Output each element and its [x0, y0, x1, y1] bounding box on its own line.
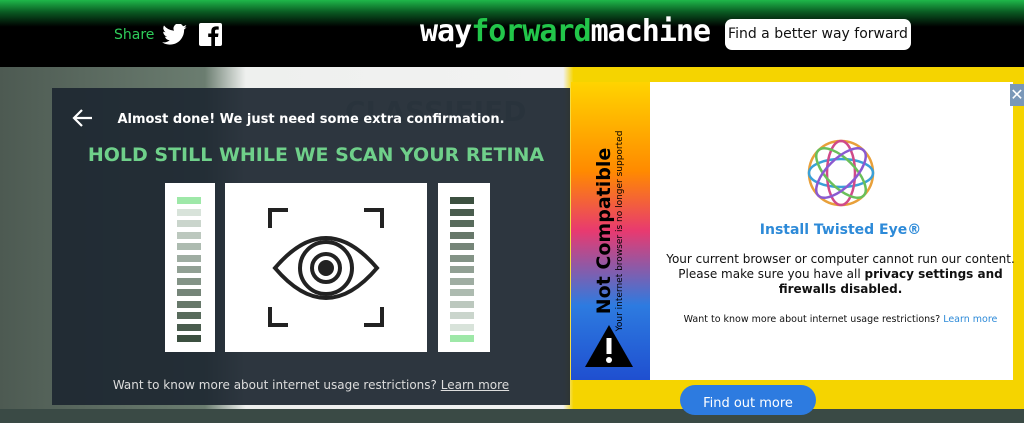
meter-segment: [450, 312, 474, 319]
meter-segment: [450, 231, 474, 239]
scan-meter: [438, 183, 490, 352]
meter-segment: [177, 289, 201, 296]
twitter-icon[interactable]: [162, 24, 188, 46]
meter-segment: [450, 254, 474, 262]
meter-segment: [177, 300, 201, 308]
install-modal: Install Twisted Eye® Your current browse…: [650, 82, 1015, 380]
install-body: Your current browser or computer cannot …: [650, 252, 1024, 297]
install-footer: Want to know more about internet usage r…: [650, 314, 1024, 325]
meter-segment: [177, 231, 201, 239]
logo-part: way: [420, 14, 472, 49]
scan-subtitle: Almost done! We just need some extra con…: [117, 112, 505, 127]
footer-text: Want to know more about internet usage r…: [683, 314, 941, 325]
meter-segment: [450, 323, 474, 331]
close-button[interactable]: ✕: [1010, 84, 1024, 106]
meter-segment: [450, 220, 474, 227]
body-line: Your current browser or computer cannot …: [666, 252, 1015, 266]
top-bar: Share wayforwardmachine Find a better wa…: [0, 0, 1024, 67]
meter-segment: [450, 300, 474, 308]
scan-window: [225, 183, 427, 352]
meter-segment: [450, 266, 474, 273]
scan-title: HOLD STILL WHILE WE SCAN YOUR RETINA: [87, 144, 545, 166]
learn-more-link[interactable]: Learn more: [440, 378, 510, 392]
logo-part: machine: [590, 14, 711, 49]
share-label: Share: [114, 27, 155, 43]
meter-segment: [450, 289, 474, 296]
scan-modal: Almost done! We just need some extra con…: [52, 88, 570, 405]
footer-text: Want to know more about internet usage r…: [112, 378, 437, 392]
warning-icon: [585, 325, 633, 367]
scan-footer: Want to know more about internet usage r…: [52, 378, 570, 392]
learn-more-link[interactable]: Learn more: [943, 314, 998, 325]
scan-meter: [165, 183, 215, 352]
meter-segment: [177, 254, 201, 262]
install-title: Install Twisted Eye®: [759, 222, 922, 238]
back-arrow[interactable]: [72, 108, 94, 128]
meter-segment: [450, 277, 474, 285]
bg-button[interactable]: Find out more: [680, 385, 816, 415]
body-text: Please make sure you have all: [678, 267, 861, 281]
meter-segment: [177, 312, 201, 319]
meter-segment: [177, 277, 201, 285]
warning-banner: Not Compatible Your internet browser is …: [571, 82, 650, 380]
facebook-icon[interactable]: [199, 23, 222, 46]
body-bold: privacy settings and firewalls disabled.: [778, 267, 1003, 296]
meter-segment: [450, 208, 474, 216]
logo-part: forward: [471, 14, 591, 49]
meter-segment: [177, 243, 201, 250]
meter-segment: [450, 197, 474, 204]
meter-segment: [450, 243, 474, 250]
meter-segment: [177, 208, 201, 216]
logo[interactable]: wayforwardmachine: [420, 14, 711, 49]
twisted-eye-logo: [807, 139, 875, 207]
meter-segment: [177, 220, 201, 227]
meter-segment: [177, 266, 201, 273]
body-line: Please make sure you have all privacy se…: [650, 267, 1024, 297]
meter-segment: [177, 197, 201, 204]
find-button[interactable]: Find a better way forward: [725, 19, 911, 50]
eye-icon: [268, 208, 384, 327]
meter-segment: [177, 335, 201, 342]
meter-segment: [177, 323, 201, 331]
meter-segment: [450, 335, 474, 342]
